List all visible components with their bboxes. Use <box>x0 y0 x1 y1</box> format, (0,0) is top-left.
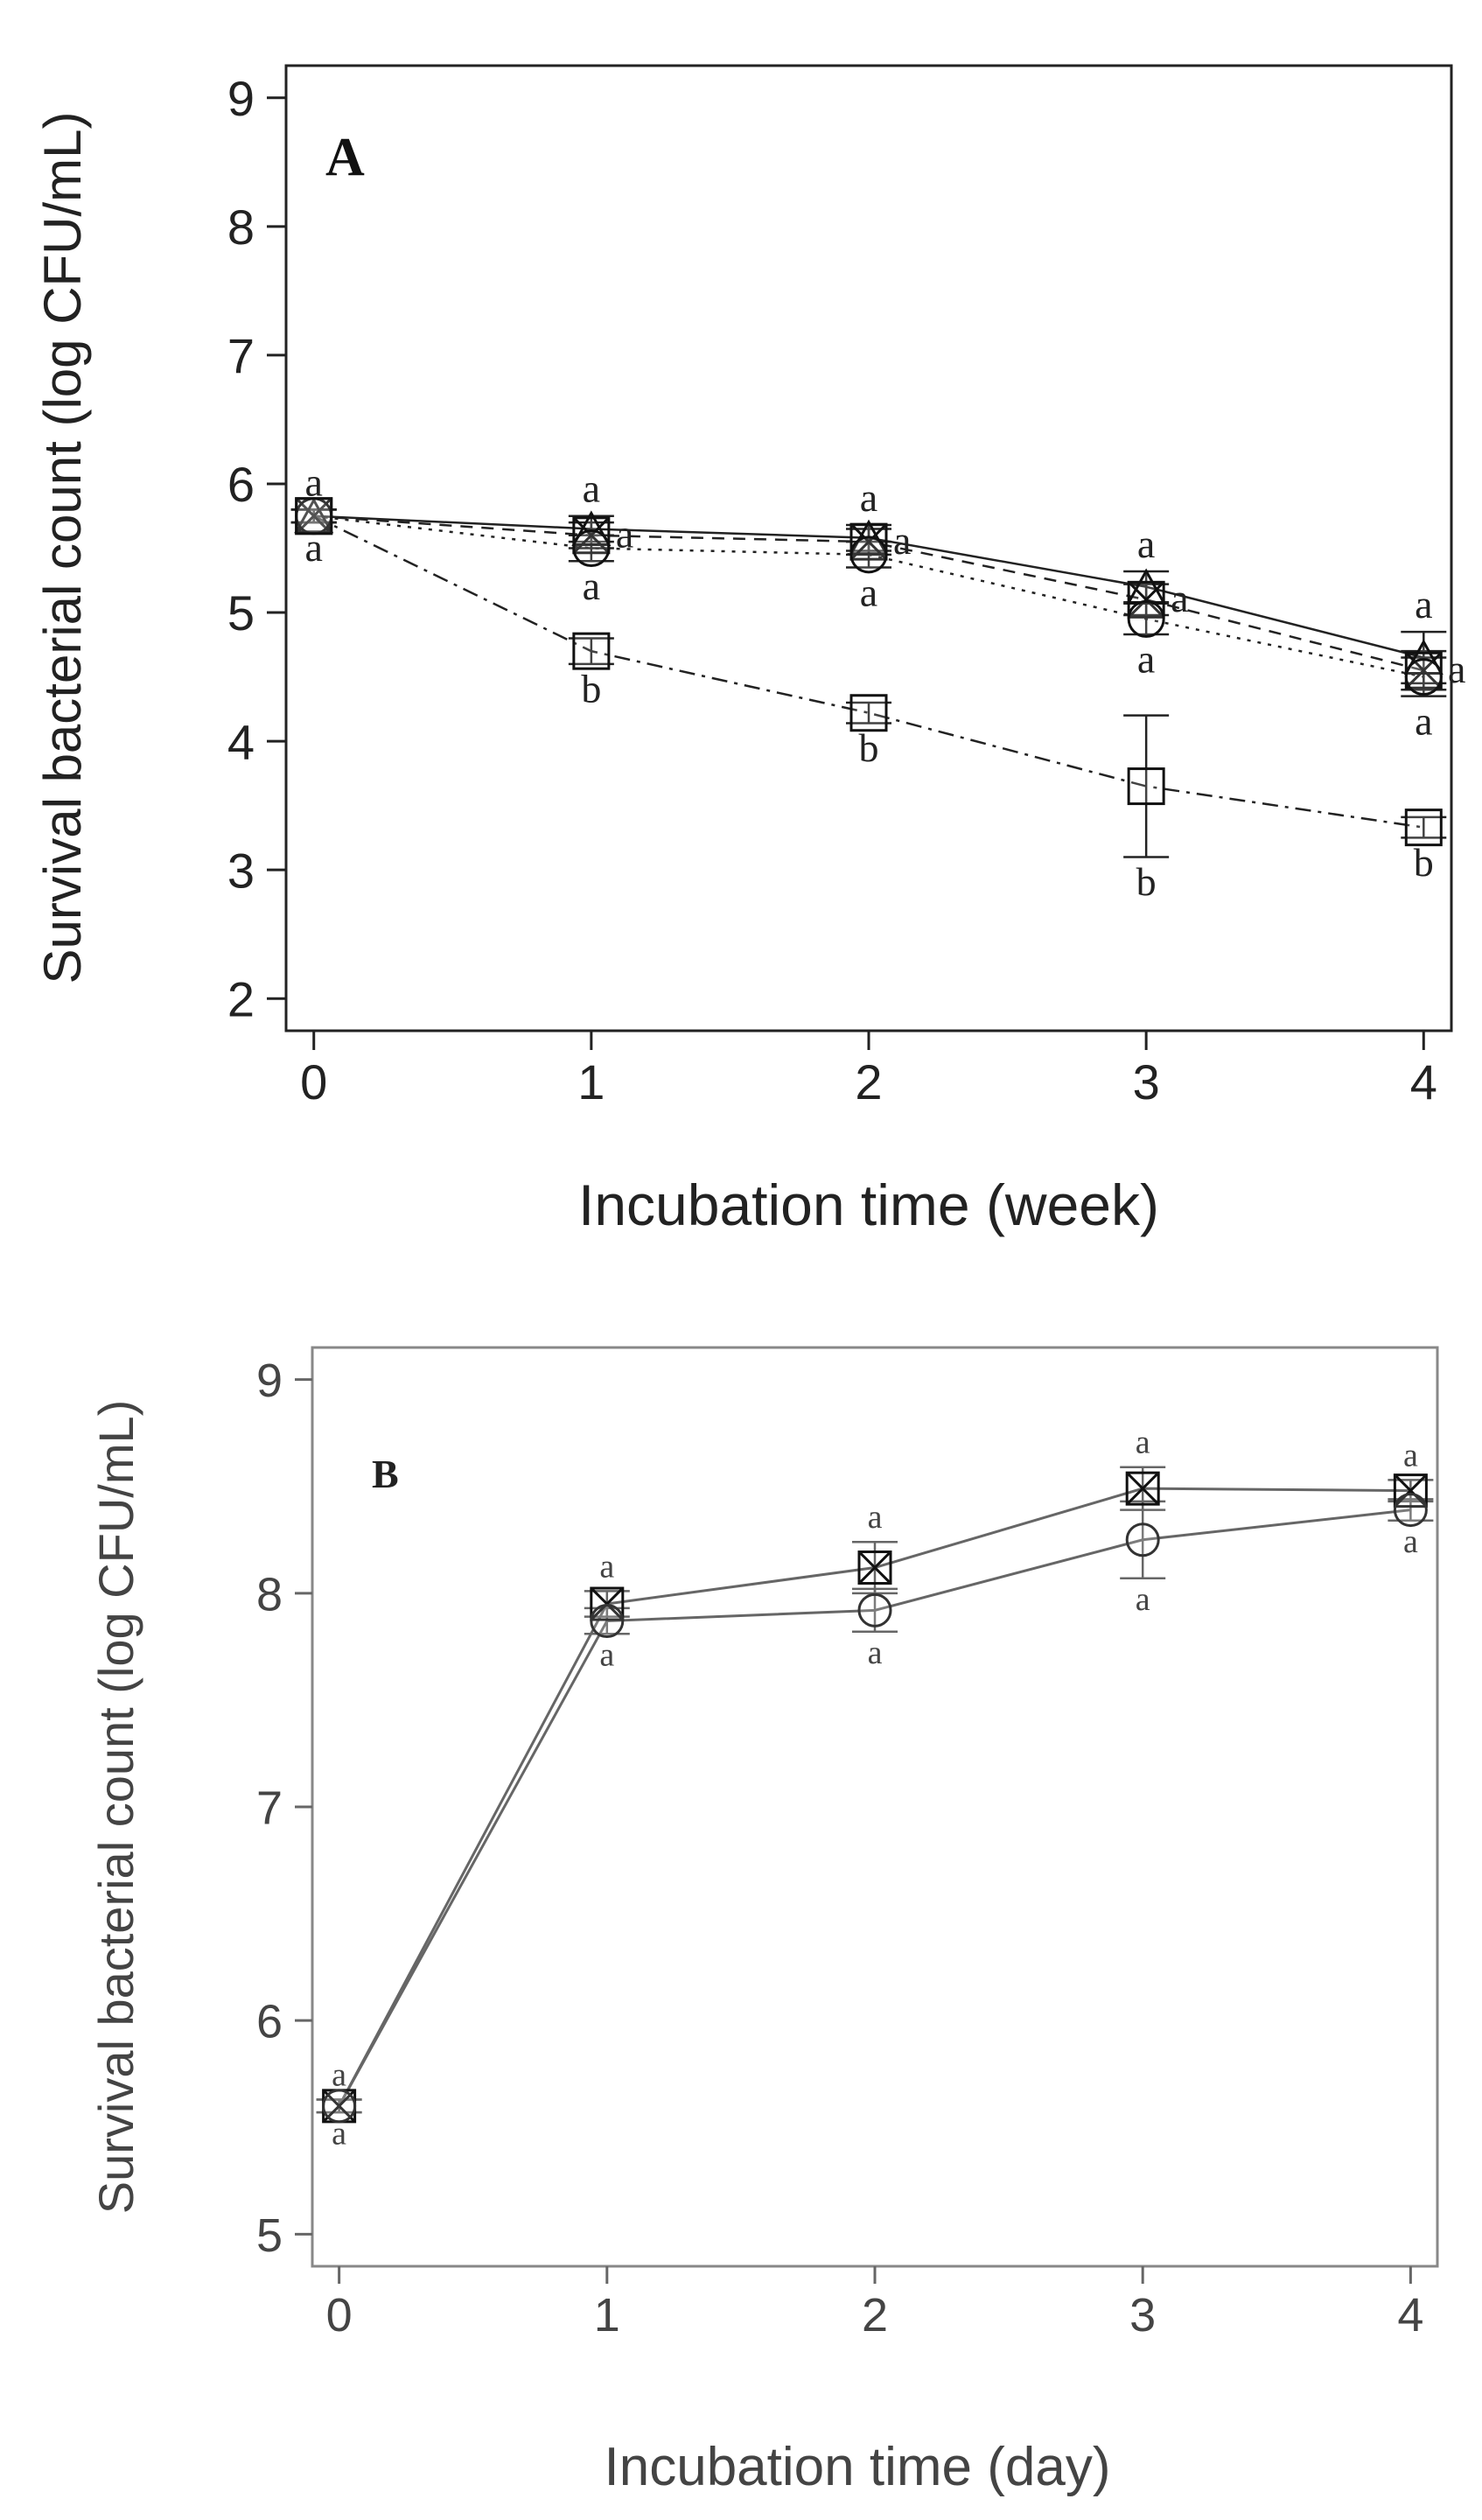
series-line-4 <box>313 514 1424 829</box>
significance-label: a <box>1171 576 1188 620</box>
significance-label: a <box>1403 1437 1418 1474</box>
data-point-square-x <box>590 1586 625 1621</box>
y-tick-label: 5 <box>227 585 255 640</box>
panel-b-x-axis-title: Incubation time (day) <box>605 2437 1111 2497</box>
x-tick-label: 2 <box>855 1054 882 1110</box>
data-point-triangle <box>571 510 612 546</box>
y-tick-label: 6 <box>227 457 255 512</box>
significance-label: a <box>599 1636 614 1673</box>
y-tick-label: 3 <box>227 843 255 898</box>
significance-label: a <box>1415 698 1432 743</box>
data-point-circle <box>1404 658 1443 696</box>
significance-label: b <box>859 725 879 770</box>
data-point-circle <box>1393 1493 1428 1528</box>
x-tick-label: 3 <box>1133 1054 1160 1110</box>
significance-label: a <box>1136 1581 1150 1618</box>
panel-a-x-axis-title: Incubation time (week) <box>578 1172 1159 1237</box>
x-tick-label: 0 <box>326 2289 353 2342</box>
panel-a-y-axis-title: Survival bacterial count (log CFU/mL) <box>33 111 92 984</box>
data-point-triangle <box>1403 639 1444 676</box>
data-point-circle <box>1127 599 1165 638</box>
significance-label: b <box>1414 840 1434 885</box>
significance-label: a <box>1415 582 1432 626</box>
panel-a-label: A <box>325 128 365 187</box>
significance-label: a <box>305 459 323 504</box>
significance-label: a <box>332 2115 346 2152</box>
significance-label: a <box>583 564 600 608</box>
y-tick-label: 9 <box>256 1354 283 1407</box>
data-point-square-x <box>572 516 611 555</box>
significance-label: a <box>860 570 877 614</box>
significance-label: a <box>1137 522 1155 566</box>
panel-b: B Incubation time (day) Survival bacteri… <box>88 1346 1439 2497</box>
significance-label: b <box>581 667 601 711</box>
data-point-circle <box>572 529 611 567</box>
data-point-circle <box>590 1604 625 1639</box>
x-tick-label: 1 <box>594 2289 620 2342</box>
data-point-square-x <box>857 1550 892 1586</box>
y-tick-label: 7 <box>256 1782 283 1834</box>
data-point-square <box>849 694 888 732</box>
x-tick-label: 4 <box>1410 1054 1437 1110</box>
panel-b-label: B <box>372 1452 399 1496</box>
y-tick-label: 6 <box>256 1996 283 2048</box>
significance-label: a <box>616 512 633 556</box>
data-point-square <box>1404 808 1443 847</box>
y-tick-label: 9 <box>227 71 255 126</box>
significance-label: a <box>332 2057 346 2094</box>
data-point-square <box>295 497 333 536</box>
x-tick-label: 2 <box>862 2289 888 2342</box>
significance-label: a <box>599 1548 614 1585</box>
data-point-square-x <box>1125 1471 1160 1506</box>
data-point-circle <box>1125 1522 1160 1558</box>
significance-label: a <box>583 466 600 511</box>
data-point-circle <box>849 536 888 574</box>
significance-label: a <box>305 525 323 570</box>
significance-label: a <box>893 518 911 563</box>
y-tick-label: 8 <box>227 200 255 255</box>
significance-label: a <box>1137 637 1155 682</box>
data-point-square-x <box>849 522 888 561</box>
y-tick-label: 5 <box>256 2209 283 2262</box>
significance-label: a <box>860 475 877 520</box>
data-point-square <box>572 632 611 670</box>
data-point-circle <box>322 2089 357 2124</box>
significance-label: a <box>1136 1424 1150 1461</box>
data-point-square-x <box>1127 580 1165 619</box>
data-point-circle <box>857 1592 892 1628</box>
y-tick-label: 7 <box>227 328 255 383</box>
y-tick-label: 2 <box>227 971 255 1026</box>
significance-label: a <box>868 1634 883 1671</box>
x-tick-label: 4 <box>1397 2289 1423 2342</box>
significance-label: b <box>1136 859 1157 904</box>
y-tick-label: 4 <box>227 714 255 769</box>
significance-label: a <box>1403 1523 1418 1560</box>
significance-label: a <box>1448 647 1465 691</box>
x-tick-label: 1 <box>577 1054 605 1110</box>
y-tick-label: 8 <box>256 1568 283 1620</box>
x-tick-label: 3 <box>1129 2289 1156 2342</box>
data-point-square-x <box>1393 1474 1428 1508</box>
panel-b-y-axis-title: Survival bacterial count (log CFU/mL) <box>88 1400 143 2215</box>
panel-a: A Incubation time (week) Survival bacter… <box>33 64 1465 1237</box>
data-point-square <box>1127 767 1165 806</box>
x-tick-label: 0 <box>300 1054 327 1110</box>
significance-label: a <box>868 1499 883 1536</box>
